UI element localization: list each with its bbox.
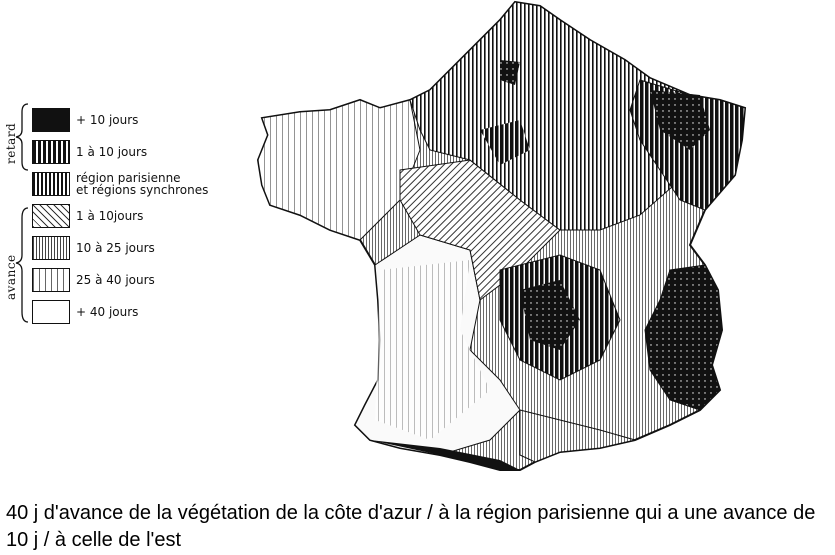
region-parisienne — [409, 1, 701, 231]
swatch-vertical-stripes — [32, 172, 70, 196]
france-map-svg — [256, 0, 747, 471]
swatch-black-vertical — [32, 140, 70, 164]
swatch-sparse-vertical — [32, 268, 70, 292]
swatch-fine-vertical — [32, 236, 70, 260]
map-caption: 40 j d'avance de la végétation de la côt… — [6, 502, 816, 551]
legend-label: 25 à 40 jours — [76, 273, 155, 287]
swatch-black-dotted — [32, 108, 70, 132]
legend-label: + 10 jours — [76, 113, 139, 127]
legend-braces — [15, 103, 29, 323]
legend-item-avance-1-10: 1 à 10jours — [32, 202, 143, 230]
legend-label: 10 à 25 jours — [76, 241, 155, 255]
legend-item-region-parisienne: région parisienne et régions synchrones — [32, 170, 208, 198]
legend-label: 1 à 10jours — [76, 209, 144, 223]
legend-item-avance-25-40: 25 à 40 jours — [32, 266, 155, 294]
region-west — [257, 99, 421, 241]
legend-label: 1 à 10 jours — [76, 145, 148, 159]
swatch-diagonal — [32, 204, 70, 228]
legend-item-retard-plus-10: + 10 jours — [32, 106, 138, 134]
legend-label: région parisienne et régions synchrones — [76, 171, 209, 197]
legend-item-avance-10-25: 10 à 25 jours — [32, 234, 155, 262]
legend-item-retard-1-10: 1 à 10 jours — [32, 138, 147, 166]
region-retard-alpes — [644, 264, 723, 411]
swatch-blank — [32, 300, 70, 324]
map-legend: retard avance + 10 jours 1 à 10 jours ré… — [0, 100, 260, 330]
vegetation-map: retard avance + 10 jours 1 à 10 jours ré… — [0, 0, 747, 471]
legend-item-avance-plus-40: + 40 jours — [32, 298, 138, 326]
legend-label: + 40 jours — [76, 305, 139, 319]
